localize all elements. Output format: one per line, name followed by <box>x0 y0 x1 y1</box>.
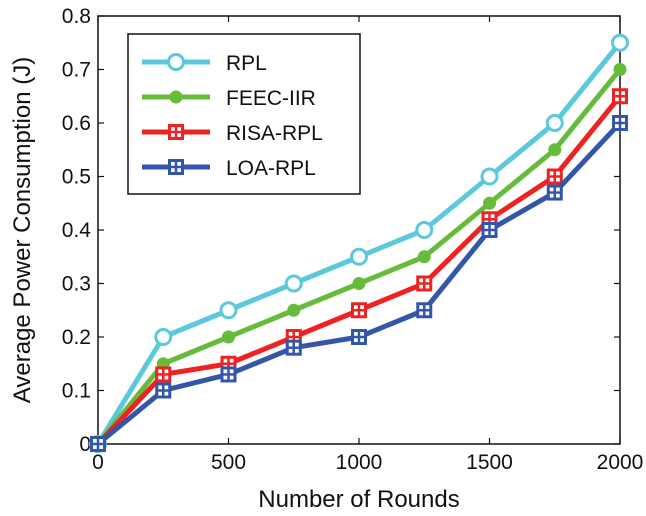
data-point-loa-rpl <box>612 115 628 131</box>
legend: RPL FEEC-IIR RISA-RPL LOA-RPL <box>127 33 361 195</box>
data-point-loa-rpl <box>220 366 237 383</box>
data-point-rpl <box>284 274 303 293</box>
data-point-loa-rpl <box>546 184 563 201</box>
data-point-loa-rpl <box>155 382 172 399</box>
legend-label: FEEC-IIR <box>226 87 316 110</box>
legend-item-feec-iir: FEEC-IIR <box>142 87 316 110</box>
y-axis-label: Average Power Consumption (J) <box>9 57 36 403</box>
x-tick-label: 0 <box>92 451 104 474</box>
data-point-loa-rpl <box>351 329 367 345</box>
legend-marker <box>169 90 183 104</box>
data-point-loa-rpl <box>481 222 498 238</box>
data-point-feec-iir <box>483 196 496 210</box>
legend-label: LOA-RPL <box>226 157 316 180</box>
y-tick-label: 0.7 <box>62 59 91 82</box>
data-point-feec-iir <box>352 277 366 290</box>
data-point-loa-rpl <box>90 436 106 452</box>
y-tick-label: 0 <box>79 433 91 456</box>
data-point-feec-iir <box>417 250 431 264</box>
data-point-rpl <box>219 301 238 320</box>
legend-label: RPL <box>226 52 267 75</box>
y-tick-label: 0.8 <box>62 5 91 28</box>
series-rpl <box>89 33 629 453</box>
x-tick-label: 1000 <box>336 451 383 474</box>
data-point-feec-iir <box>287 303 301 317</box>
data-point-rpl <box>545 114 564 132</box>
data-point-risa-rpl <box>546 168 563 185</box>
data-point-feec-iir <box>613 63 627 76</box>
data-point-risa-rpl <box>416 275 433 292</box>
x-tick-label: 1500 <box>466 451 513 474</box>
data-point-loa-rpl <box>285 339 302 356</box>
axes: 0 500 1000 1500 2000 0 0.1 0.2 0.3 0.4 0.5 0.6 0.7 0.… <box>62 5 644 474</box>
y-tick-label: 0.6 <box>62 112 91 135</box>
legend-marker <box>167 53 185 71</box>
y-tick-label: 0.1 <box>62 380 91 403</box>
y-tick-label: 0.4 <box>62 219 92 242</box>
legend-item-loa-rpl: LOA-RPL <box>142 157 316 180</box>
legend-label: RISA-RPL <box>226 122 323 145</box>
data-point-rpl <box>611 33 629 52</box>
y-tick-label: 0.2 <box>62 326 91 349</box>
x-tick-label: 500 <box>211 451 246 474</box>
data-point-rpl <box>480 167 499 186</box>
data-point-loa-rpl <box>416 302 433 319</box>
legend-item-rpl: RPL <box>142 52 267 75</box>
y-tick-label: 0.3 <box>62 273 91 296</box>
y-tick-label: 0.5 <box>62 166 91 189</box>
series-loa-rpl <box>90 115 628 452</box>
legend-marker <box>168 159 184 175</box>
data-point-risa-rpl <box>155 366 172 383</box>
data-point-feec-iir <box>548 143 562 157</box>
legend-marker <box>168 124 184 140</box>
data-point-rpl <box>350 247 368 266</box>
data-point-risa-rpl <box>351 302 367 319</box>
series-risa-rpl <box>90 88 628 452</box>
data-point-rpl <box>415 221 434 239</box>
x-axis-label: Number of Rounds <box>258 486 459 513</box>
data-point-risa-rpl <box>612 88 628 105</box>
legend-item-risa-rpl: RISA-RPL <box>142 122 323 145</box>
data-point-rpl <box>154 328 173 346</box>
data-point-feec-iir <box>222 330 235 344</box>
series-layer <box>89 33 629 453</box>
x-tick-label: 2000 <box>597 451 644 474</box>
